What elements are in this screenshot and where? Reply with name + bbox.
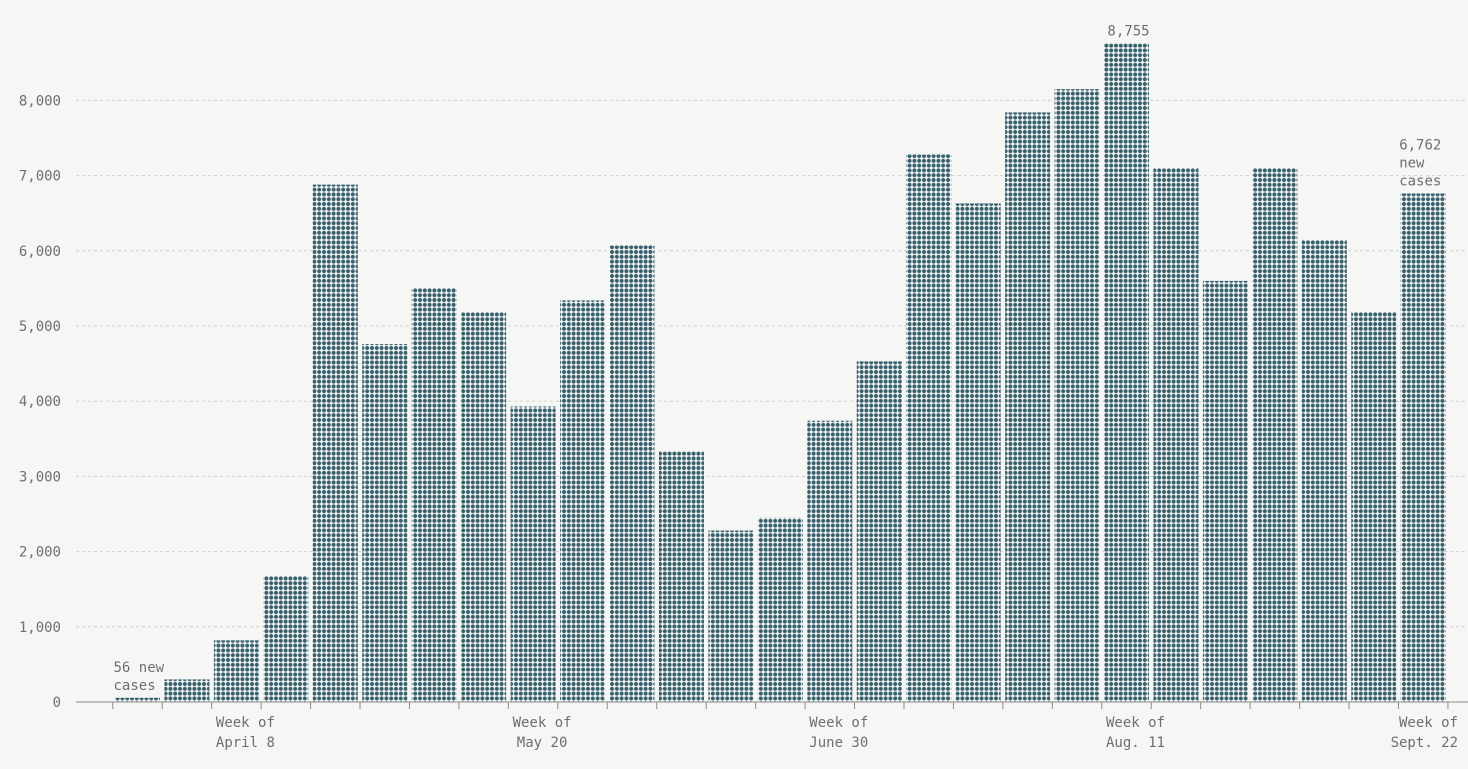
bar xyxy=(1202,280,1248,702)
bar xyxy=(411,287,457,702)
x-axis: Week of April 8 Week of May 20 Week of June 3… xyxy=(76,701,1468,751)
y-axis: 0 1,000 2,000 3,000 4,000 5,000 6,000 7,000 8,00… xyxy=(19,93,61,711)
bar xyxy=(263,575,309,702)
bar xyxy=(906,154,952,702)
bar xyxy=(1400,193,1446,702)
annotation-label: cases xyxy=(1399,173,1441,189)
bar xyxy=(757,517,803,702)
bar xyxy=(609,245,655,702)
bar xyxy=(164,679,210,702)
annotation-label: 56 new xyxy=(114,660,165,676)
x-tick-label: April 8 xyxy=(216,735,275,751)
x-tick-label: May 20 xyxy=(517,735,568,751)
bar xyxy=(1005,112,1051,702)
annotation-label: 6,762 xyxy=(1399,137,1441,153)
bar xyxy=(461,312,507,702)
y-tick-label: 7,000 xyxy=(19,169,61,185)
x-tick-label: Aug. 11 xyxy=(1106,735,1165,751)
y-tick-label: 6,000 xyxy=(19,244,61,260)
x-tick-label: Week of xyxy=(513,715,572,731)
annotation-label: 8,755 xyxy=(1107,24,1149,40)
y-tick-label: 8,000 xyxy=(19,93,61,109)
x-tick-label: Week of xyxy=(1399,715,1458,731)
bar xyxy=(1054,89,1100,703)
x-tick-label: Week of xyxy=(809,715,868,731)
x-tick-label: Week of xyxy=(216,715,275,731)
bar xyxy=(1252,168,1298,702)
bar xyxy=(510,406,556,702)
bar xyxy=(312,184,358,702)
x-tick-label: Sept. 22 xyxy=(1391,735,1458,751)
y-tick-label: 4,000 xyxy=(19,394,61,410)
y-tick-label: 1,000 xyxy=(19,620,61,636)
bar xyxy=(708,530,754,702)
bar xyxy=(560,300,606,702)
bar xyxy=(807,420,853,702)
bar xyxy=(362,344,408,702)
bar xyxy=(1351,311,1397,702)
bars xyxy=(115,43,1446,703)
bar xyxy=(856,361,902,702)
x-tick-label: June 30 xyxy=(809,735,868,751)
annotation-label: cases xyxy=(114,678,156,694)
y-tick-label: 3,000 xyxy=(19,469,61,485)
bar xyxy=(1104,43,1149,702)
bar xyxy=(955,203,1001,702)
bar xyxy=(1301,239,1347,702)
y-tick-label: 5,000 xyxy=(19,319,61,335)
annotation-label: new xyxy=(1399,155,1425,171)
bar xyxy=(115,697,160,702)
y-tick-label: 2,000 xyxy=(19,545,61,561)
x-tick-label: Week of xyxy=(1106,715,1165,731)
bar xyxy=(658,451,704,702)
annotations: 56 new cases 8,755 6,762 new cases xyxy=(114,24,1442,694)
bar xyxy=(1153,168,1199,702)
y-tick-label: 0 xyxy=(53,695,61,711)
bar xyxy=(213,640,259,702)
